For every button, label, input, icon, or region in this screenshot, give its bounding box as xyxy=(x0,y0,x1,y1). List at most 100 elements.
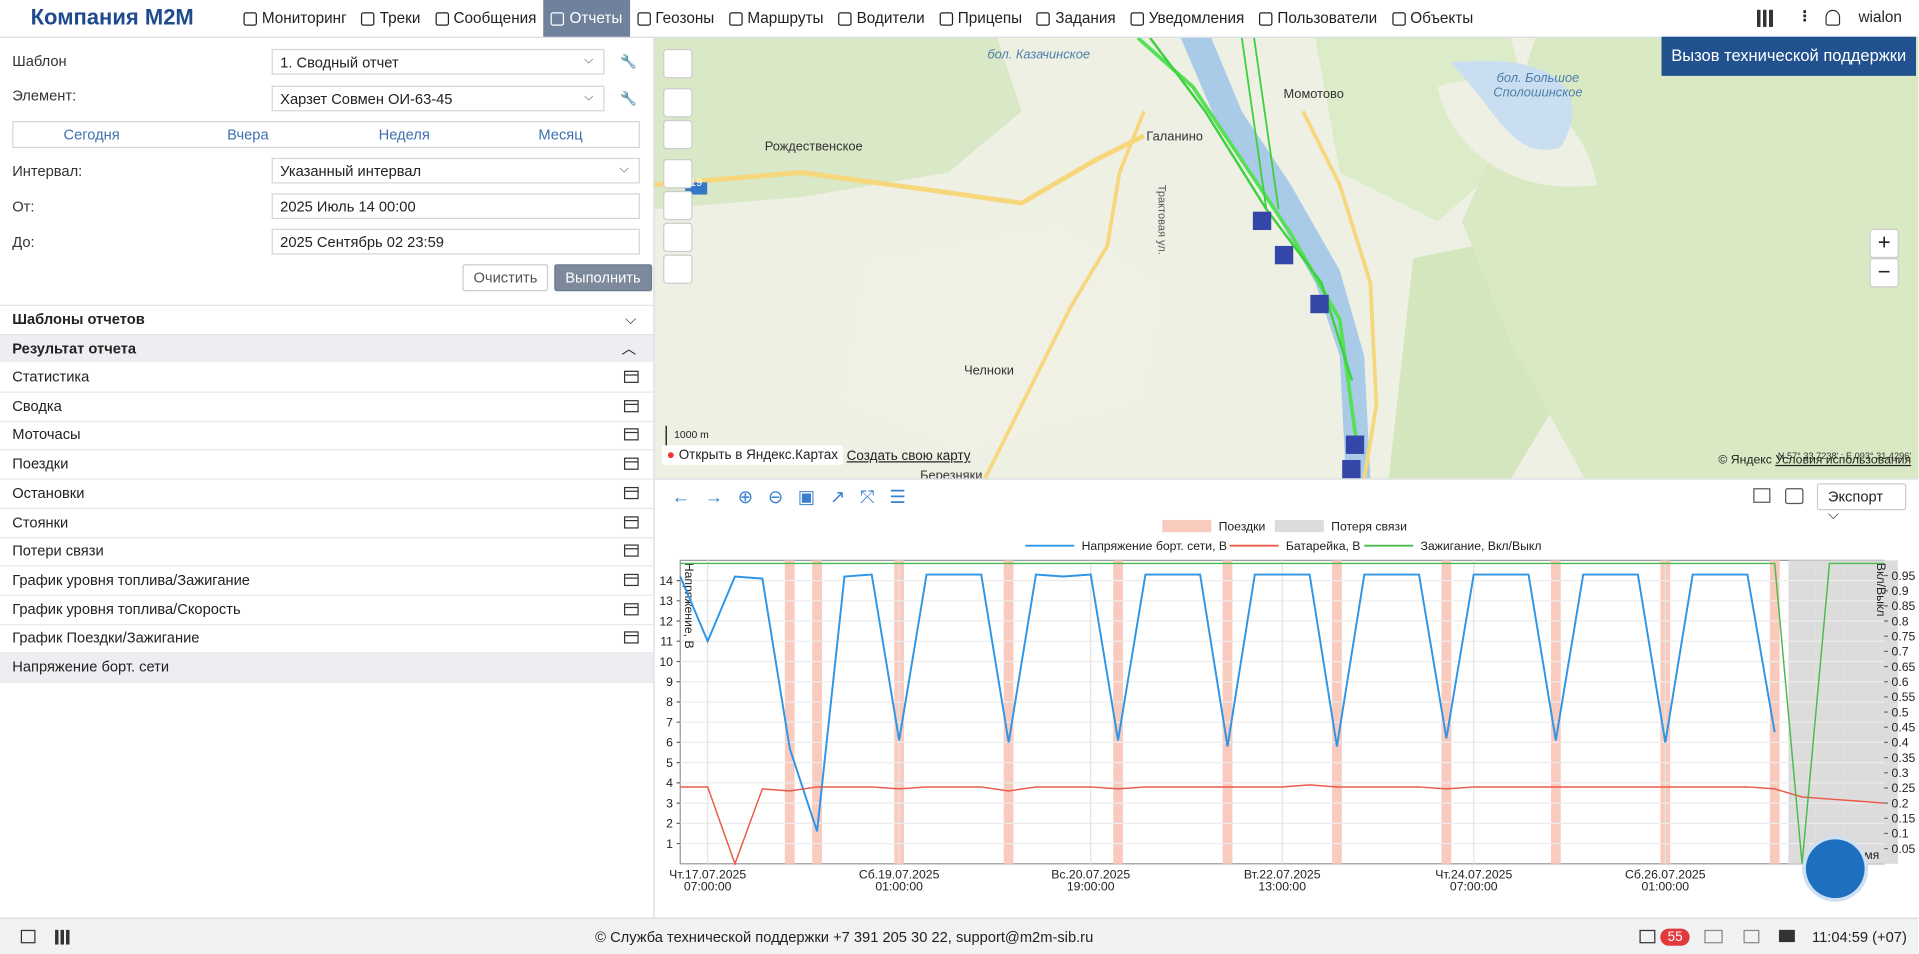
menu-item[interactable]: Сообщения xyxy=(428,0,544,37)
result-item[interactable]: Поездки xyxy=(0,450,654,480)
apps-toggle[interactable] xyxy=(55,929,70,945)
chat-button[interactable] xyxy=(1805,839,1865,899)
create-map[interactable]: Создать свою карту xyxy=(846,449,971,464)
menu-item[interactable]: Треки xyxy=(354,0,428,37)
result-item[interactable]: Потери связи xyxy=(0,537,654,567)
from-value: 2025 Июль 14 00:00 xyxy=(280,198,416,216)
result-item[interactable]: Моточасы xyxy=(0,421,654,451)
result-item[interactable]: Стоянки xyxy=(0,508,654,538)
trip-band xyxy=(784,560,795,864)
element-select[interactable]: Харзет Совмен ОИ-63-45 ⌵ xyxy=(271,85,605,112)
image-icon[interactable] xyxy=(1743,929,1760,944)
y-tick-label: 13 xyxy=(659,594,673,608)
brand[interactable]: Компания M2M xyxy=(30,4,194,30)
map-view[interactable] xyxy=(663,119,693,150)
period-tab[interactable]: Вчера xyxy=(227,126,269,144)
result-item[interactable]: График уровня топлива/Зажигание xyxy=(0,566,654,596)
support-button[interactable]: Вызов технической поддержки xyxy=(1661,36,1917,76)
chart-tools[interactable]: ←→⊕⊖▣↗⤧☰ xyxy=(671,486,921,508)
map[interactable]: бол. Казачинское Момотово бол. Большое Спо… xyxy=(654,37,1919,479)
table-icon xyxy=(623,457,639,470)
open-yandex[interactable]: ● Открыть в Яндекс.Картах xyxy=(661,445,843,465)
events-badge[interactable]: 55 xyxy=(1660,928,1690,946)
result-item[interactable]: Сводка xyxy=(0,392,654,422)
x-tick-label: Сб.19.07.2025 01:00:00 xyxy=(858,868,940,895)
menu-item[interactable]: Отчеты xyxy=(543,0,630,37)
menu-item[interactable]: Задания xyxy=(1030,0,1123,37)
clear-button[interactable]: Очистить xyxy=(462,264,549,292)
road-number: 19 xyxy=(690,176,703,189)
template-select[interactable]: 1. Сводный отчет ⌵ xyxy=(271,48,605,75)
menu-icon xyxy=(728,11,743,26)
result-item-label: Сводка xyxy=(12,397,62,415)
result-item[interactable]: График Поездки/Зажигание xyxy=(0,624,654,654)
period-tab[interactable]: Месяц xyxy=(538,126,583,144)
zoom-in[interactable]: + xyxy=(1869,228,1899,259)
template-settings[interactable]: 🔧 xyxy=(620,55,638,70)
trip-band xyxy=(1332,560,1342,864)
template-label: Шаблон xyxy=(12,52,67,70)
map-tool[interactable] xyxy=(663,222,693,253)
map-layers[interactable] xyxy=(663,88,693,118)
templates-section[interactable]: Шаблоны отчетов ⌵ xyxy=(0,304,654,333)
apps-icon[interactable] xyxy=(1756,9,1775,27)
lost-connection-band xyxy=(1815,560,1844,864)
table-icon xyxy=(623,544,639,557)
export-select[interactable]: Экспорт ⌵ xyxy=(1816,483,1907,522)
element-settings[interactable]: 🔧 xyxy=(620,91,638,107)
more-icon[interactable]: ⋮ xyxy=(1797,7,1813,25)
period-tab[interactable]: Сегодня xyxy=(63,126,120,144)
y-tick-label: 2 xyxy=(666,817,673,831)
track xyxy=(1136,37,1360,455)
table-icon xyxy=(623,370,639,383)
table-icon xyxy=(623,428,639,441)
menu-icon xyxy=(1036,11,1051,26)
map-search[interactable] xyxy=(663,48,693,79)
result-item[interactable]: Статистика xyxy=(0,363,654,393)
y2-tick-label: 0.45 xyxy=(1892,721,1916,735)
print-icon[interactable] xyxy=(1785,488,1804,505)
interval-select[interactable]: Указанный интервал ⌵ xyxy=(271,157,640,184)
menu-item[interactable]: Пользователи xyxy=(1252,0,1385,37)
menu-item[interactable]: Маршруты xyxy=(722,0,831,37)
events-icon[interactable] xyxy=(1639,929,1656,944)
to-input[interactable]: 2025 Сентябрь 02 23:59 xyxy=(271,228,640,255)
menu-item[interactable]: Уведомления xyxy=(1123,0,1252,37)
map-tool[interactable] xyxy=(663,159,693,189)
y2-tick-label: 0.05 xyxy=(1892,842,1916,856)
y-tick-label: 3 xyxy=(666,796,673,810)
from-label: От: xyxy=(12,198,35,216)
terms[interactable]: Условия использования xyxy=(1775,453,1912,468)
zoom-out[interactable]: − xyxy=(1869,258,1899,288)
export-icon[interactable] xyxy=(1753,488,1771,503)
from-input[interactable]: 2025 Июль 14 00:00 xyxy=(271,193,640,220)
result-item[interactable]: График уровня топлива/Скорость xyxy=(0,595,654,625)
menu-item[interactable]: Мониторинг xyxy=(236,0,354,37)
place-label: Трактовая ул. xyxy=(1156,184,1169,255)
card-icon[interactable] xyxy=(1778,929,1795,943)
result-item[interactable]: Остановки xyxy=(0,479,654,509)
trip-band xyxy=(1113,560,1123,864)
menu-label: Задания xyxy=(1055,9,1116,27)
result-section[interactable]: Результат отчета ︿ xyxy=(0,334,654,363)
map-expand[interactable] xyxy=(663,254,693,284)
run-button[interactable]: Выполнить xyxy=(554,264,652,292)
y2-tick-label: 0.5 xyxy=(1892,705,1909,719)
period-tab[interactable]: Неделя xyxy=(378,126,430,144)
user-name[interactable]: wialon xyxy=(1858,8,1902,26)
menu-item[interactable]: Геозоны xyxy=(630,0,722,37)
series-line xyxy=(680,562,1885,864)
y2-tick-label: 0.9 xyxy=(1892,584,1909,598)
menu-item[interactable]: Прицепы xyxy=(932,0,1029,37)
mail-icon[interactable] xyxy=(1704,929,1723,944)
chart-toolbar: ←→⊕⊖▣↗⤧☰ Экспорт ⌵ xyxy=(654,478,1919,522)
menu-item[interactable]: Объекты xyxy=(1385,0,1481,37)
map-tool[interactable] xyxy=(663,190,693,221)
y2-tick-label: 0.25 xyxy=(1892,781,1916,795)
y-tick-label: 1 xyxy=(666,837,673,851)
user-icon[interactable] xyxy=(1825,9,1841,26)
panel-toggle[interactable] xyxy=(20,929,36,944)
lost-connection-band xyxy=(1843,560,1871,864)
menu-item[interactable]: Водители xyxy=(831,0,932,37)
active-item[interactable]: Напряжение борт. сети xyxy=(0,653,654,683)
